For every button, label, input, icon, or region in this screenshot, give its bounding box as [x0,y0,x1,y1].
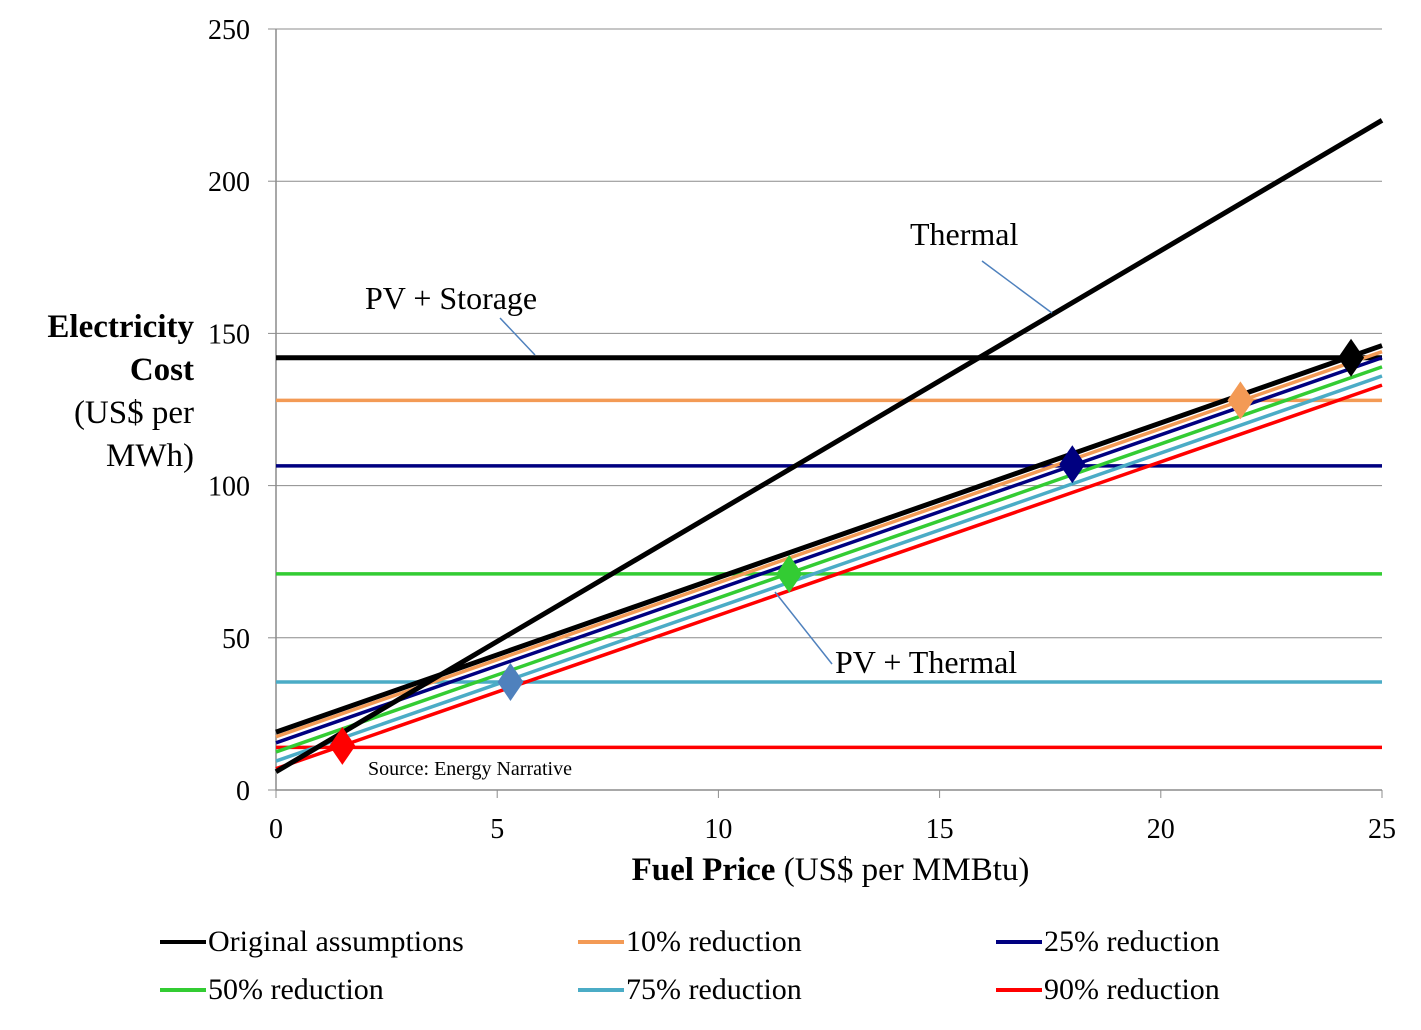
legend-item-0: Original assumptions [160,925,464,959]
tick-labels: 0 50 100 150 200 250 0 5 10 15 20 25 [208,15,1396,845]
pv-storage-lines [276,355,1382,750]
x-axis-label-bold: Fuel Price [631,852,776,888]
pv-thermal-lines [275,343,1383,771]
y-tick-label-150: 150 [208,319,250,350]
crossover-marker-2 [1059,445,1086,484]
x-axis-label-unit: (US$ per MMBtu) [783,852,1030,888]
legend-label-3: 50% reduction [208,973,384,1006]
legend-swatch-1 [578,940,624,944]
legend-swatch-5 [996,988,1042,992]
y-axis-label-unit: (US$ per MWh) [73,395,194,474]
x-tick-label-0: 0 [269,814,283,845]
legend-label-1: 10% reduction [626,925,802,958]
pv-thermal-line-5 [275,383,1383,771]
pv-storage-annotation: PV + Storage [365,280,537,316]
y-tick-label-0: 0 [236,776,250,807]
gridlines [268,28,1383,798]
legend-label-4: 75% reduction [626,973,802,1006]
legend-swatch-2 [996,940,1042,944]
axes [275,29,1382,791]
annotations: Thermal PV + Storage PV + Thermal Source… [365,216,1053,780]
crossover-marker-3 [776,554,803,593]
x-tick-label-10: 10 [704,814,732,845]
y-axis-label: Electricity Cost (US$ per MWh) [0,306,194,478]
crossover-markers [329,338,1365,765]
legend-item-5: 90% reduction [996,973,1220,1007]
y-tick-label-50: 50 [222,624,250,655]
pv-thermal-line-3 [275,365,1383,754]
thermal-annotation: Thermal [910,216,1019,252]
y-axis-label-bold: Electricity Cost [47,309,194,388]
thermal-line [274,118,1384,774]
pv-thermal-line-4 [275,374,1383,763]
legend-label-5: 90% reduction [1044,973,1220,1006]
x-tick-label-15: 15 [926,814,954,845]
y-tick-label-200: 200 [208,167,250,198]
legend-item-3: 50% reduction [160,973,384,1007]
crossover-marker-5 [329,726,356,765]
pv-thermal-line-0 [275,343,1383,735]
pv-thermal-annotation: PV + Thermal [835,644,1017,680]
y-tick-label-100: 100 [208,472,250,503]
x-tick-label-20: 20 [1147,814,1175,845]
legend-item-2: 25% reduction [996,925,1220,959]
crossover-marker-4 [497,662,524,701]
x-tick-label-25: 25 [1368,814,1396,845]
pv-thermal-line-1 [275,350,1383,739]
legend-label-0: Original assumptions [208,925,464,958]
x-axis-label: Fuel Price (US$ per MMBtu) [0,852,1421,889]
pv-storage-leader [499,317,536,356]
thermal-leader [981,260,1053,314]
pv-thermal-line-2 [275,356,1383,745]
legend-item-4: 75% reduction [578,973,802,1007]
legend-label-2: 25% reduction [1044,925,1220,958]
pv-thermal-leader [774,591,833,665]
legend-swatch-0 [160,940,206,944]
crossover-marker-0 [1338,338,1365,377]
thermal-line-group [274,118,1384,774]
legend-swatch-3 [160,988,206,992]
source-note: Source: Energy Narrative [368,758,572,780]
legend-swatch-4 [578,988,624,992]
legend-item-1: 10% reduction [578,925,802,959]
y-tick-label-250: 250 [208,15,250,46]
crossover-marker-1 [1227,381,1254,420]
x-tick-label-5: 5 [490,814,504,845]
